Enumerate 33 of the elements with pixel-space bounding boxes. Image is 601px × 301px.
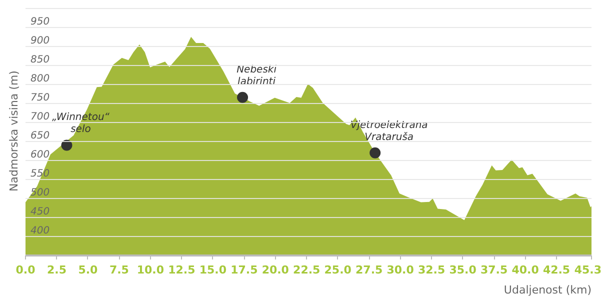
y-tick-label: 600 bbox=[30, 149, 50, 160]
x-tick-label: 0.0 bbox=[16, 264, 36, 276]
x-tick-label: 37.5 bbox=[480, 264, 508, 276]
y-tick-label: 650 bbox=[30, 130, 50, 142]
x-tick-label: 25.0 bbox=[324, 264, 352, 276]
x-tick-label: 30.0 bbox=[386, 264, 414, 276]
annotation: Nebeski labirinti bbox=[236, 64, 277, 88]
x-tick-label: 42.5 bbox=[542, 264, 570, 276]
y-tick-label: 400 bbox=[30, 225, 50, 236]
x-tick-label: 22.5 bbox=[293, 264, 320, 276]
y-tick-label: 450 bbox=[30, 206, 50, 218]
x-axis-title: Udaljenost (km) bbox=[504, 284, 592, 296]
y-tick-label: 800 bbox=[30, 73, 50, 84]
x-tick-label: 15.0 bbox=[199, 264, 227, 276]
x-tick-label: 12.5 bbox=[168, 264, 196, 276]
y-tick-label: 900 bbox=[30, 35, 50, 46]
x-tick-label: 40.0 bbox=[512, 264, 540, 276]
x-tick-label: 10.0 bbox=[136, 264, 164, 276]
y-tick-label: 850 bbox=[30, 54, 50, 66]
x-tick-label: 32.5 bbox=[418, 264, 446, 276]
x-tick-label: 5.0 bbox=[78, 264, 98, 276]
y-tick-label: 500 bbox=[30, 187, 50, 198]
x-tick-label: 7.5 bbox=[109, 264, 129, 276]
y-tick-label: 950 bbox=[30, 16, 50, 28]
x-tick-label: 17.5 bbox=[230, 264, 258, 276]
x-tick-label: 20.0 bbox=[262, 264, 290, 276]
x-tick-label: 2.5 bbox=[46, 264, 66, 276]
y-axis-title: Nadmorska visina (m) bbox=[8, 70, 20, 192]
y-tick-label: 750 bbox=[30, 92, 50, 104]
x-tick-label: 27.5 bbox=[356, 264, 383, 276]
y-tick-label: 700 bbox=[30, 111, 50, 122]
x-tick-label: 45.3 bbox=[574, 264, 601, 276]
x-tick-label: 35.0 bbox=[449, 264, 477, 276]
